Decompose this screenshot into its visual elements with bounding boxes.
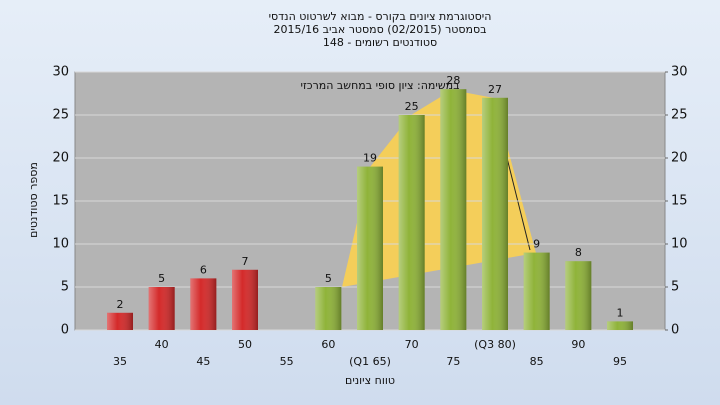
y-tick-label: 30 xyxy=(52,65,69,80)
x-tick-label: 70 xyxy=(405,338,419,351)
data-label: 1 xyxy=(617,306,624,319)
y2-tick-label: 10 xyxy=(671,237,688,252)
y2-tick-label: 0 xyxy=(671,323,679,338)
y-tick-label: 5 xyxy=(61,280,69,295)
y-axis-label: מספר סטודנטים xyxy=(27,162,40,238)
y2-tick-label: 25 xyxy=(671,108,688,123)
y-tick-label: 20 xyxy=(52,151,69,166)
y2-tick-label: 5 xyxy=(671,280,679,295)
data-label: 27 xyxy=(488,83,502,96)
y-tick-label: 25 xyxy=(52,108,69,123)
x-tick-label: (Q1 65) xyxy=(349,355,391,368)
bar-shade xyxy=(482,97,508,330)
x-axis-label: טווח ציונים xyxy=(345,374,395,387)
chart-subtitle: סטודנטים רשומים - 148 xyxy=(323,36,437,49)
data-label: 5 xyxy=(325,272,332,285)
quartile-line xyxy=(504,149,531,251)
chart-subtitle: בסמסטר (02/2015) סמסטר אביב 2015/16 xyxy=(273,23,486,36)
data-label: 2 xyxy=(117,298,124,311)
bar-shade xyxy=(523,252,550,330)
x-tick-label: 90 xyxy=(571,338,585,351)
bar-shade xyxy=(107,312,133,330)
bar-shade xyxy=(190,278,217,330)
chart-title: היסטוגרמת ציונים בקורס - מבוא לשרטוט הנד… xyxy=(269,10,492,23)
x-tick-label: 50 xyxy=(238,338,252,351)
annotation: במשימה: ציון סופי במחשב המרכזי xyxy=(300,79,459,92)
x-tick-label: 75 xyxy=(446,355,460,368)
bar-shade xyxy=(232,269,258,330)
data-label: 7 xyxy=(242,255,249,268)
x-tick-label: 55 xyxy=(280,355,294,368)
y2-tick-label: 15 xyxy=(671,194,688,209)
x-tick-label: 85 xyxy=(530,355,544,368)
y-tick-label: 0 xyxy=(61,323,69,338)
bar-shade xyxy=(440,89,467,330)
data-label: 9 xyxy=(533,238,540,251)
x-tick-label: (Q3 80) xyxy=(474,338,516,351)
data-label: 25 xyxy=(405,100,419,113)
data-label: 28 xyxy=(446,74,460,87)
bar-shade xyxy=(565,261,592,330)
bar-shade xyxy=(398,115,425,330)
x-tick-label: 35 xyxy=(113,355,127,368)
bar-shade xyxy=(357,166,383,330)
data-label: 19 xyxy=(363,152,377,165)
x-tick-label: 45 xyxy=(196,355,210,368)
x-tick-label: 40 xyxy=(155,338,169,351)
y-tick-label: 10 xyxy=(52,237,69,252)
y2-tick-label: 20 xyxy=(671,151,688,166)
y-tick-label: 15 xyxy=(52,194,69,209)
bar-shade xyxy=(148,287,175,330)
data-label: 6 xyxy=(200,263,207,276)
x-tick-label: 95 xyxy=(613,355,627,368)
data-label: 5 xyxy=(158,272,165,285)
y2-tick-label: 30 xyxy=(671,65,688,80)
bar-shade xyxy=(607,321,633,330)
bar-shade xyxy=(315,287,342,330)
x-tick-label: 60 xyxy=(321,338,335,351)
data-label: 8 xyxy=(575,246,582,259)
